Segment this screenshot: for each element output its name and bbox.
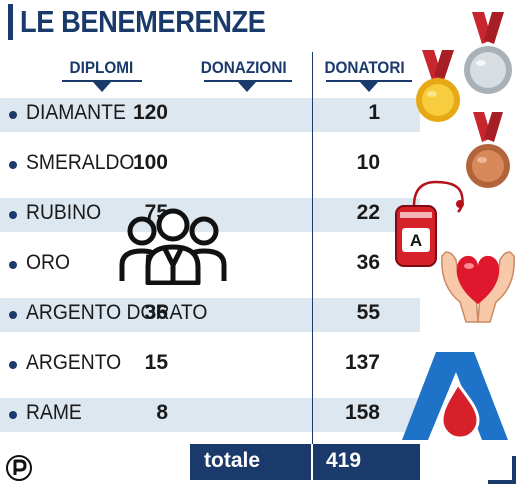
blood-bag-icon: A [395,180,464,267]
bullet-icon [9,161,17,169]
table-row: DIAMANTE 120 1 [0,98,420,132]
table-row: RUBINO 75 22 [0,198,420,232]
header-donazioni-arrow [238,82,256,92]
column-divider [312,52,313,480]
table-row: ARGENTO 15 137 [0,348,420,382]
bullet-icon [9,361,17,369]
row-donazioni: 36 [144,301,168,324]
row-donatori: 137 [344,351,380,374]
row-name: ARGENTO DORATO [26,301,208,324]
bullet-icon [9,111,17,119]
header-diplomi-arrow [93,82,111,92]
title-accent-bar [8,4,13,40]
row-name: RAME [26,401,82,424]
row-donazioni: 120 [132,101,168,124]
header-donazioni: DONAZIONI [200,58,287,77]
page-title: LE BENEMERENZE [20,4,266,39]
bullet-icon [9,261,17,269]
row-donatori: 22 [356,201,380,224]
header-diplomi-underline [62,80,142,82]
row-name: RUBINO [26,201,102,224]
row-donatori: 10 [356,151,380,174]
header-donatori: DONATORI [324,58,405,77]
total-value: 419 [326,449,362,472]
header-diplomi: DIPLOMI [69,58,134,77]
publisher-p-badge-icon [6,455,32,481]
row-donatori: 158 [344,401,380,424]
row-donatori: 36 [356,251,380,274]
blood-bag-label: A [410,231,422,250]
people-group-icon [119,208,227,285]
table-row: RAME 8 158 [0,398,420,432]
row-donazioni: 15 [144,351,168,374]
bullet-icon [9,411,17,419]
avis-logo-icon [402,352,508,440]
row-name: ARGENTO [26,351,122,374]
bronze-medal-icon [466,112,510,188]
row-donatori: 55 [356,301,380,324]
bullet-icon [9,211,17,219]
gold-medal-icon [416,50,460,122]
bullet-icon [9,311,17,319]
row-donazioni: 8 [156,401,168,424]
total-bar: totale 419 [190,444,420,480]
header-donatori-arrow [360,82,378,92]
row-name: ORO [26,251,71,274]
row-donazioni: 100 [132,151,168,174]
row-name: SMERALDO [26,151,135,174]
header-donatori-underline [326,80,412,82]
total-divider [311,444,313,480]
silver-medal-icon [464,12,512,94]
row-donatori: 1 [368,101,380,124]
hands-heart-icon [441,251,515,323]
total-label: totale [204,449,261,472]
row-name: DIAMANTE [26,101,126,124]
corner-bracket [488,456,516,484]
table-row: SMERALDO 100 10 [0,148,420,182]
table-row: ARGENTO DORATO 36 55 [0,298,420,332]
header-donazioni-underline [204,80,292,82]
